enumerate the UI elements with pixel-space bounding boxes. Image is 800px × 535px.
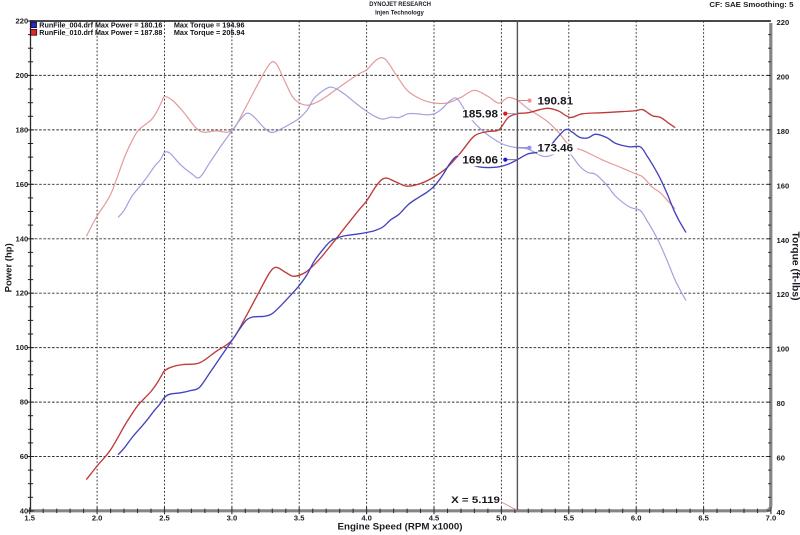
svg-text:40: 40 — [777, 508, 785, 517]
svg-text:100: 100 — [777, 345, 790, 354]
svg-text:Injen Technology: Injen Technology — [375, 10, 424, 17]
svg-text:220: 220 — [777, 18, 790, 27]
svg-text:40: 40 — [20, 506, 28, 515]
svg-text:3.0: 3.0 — [227, 513, 238, 522]
svg-text:120: 120 — [777, 290, 790, 299]
svg-text:1.5: 1.5 — [24, 513, 35, 522]
svg-text:169.06: 169.06 — [462, 155, 498, 167]
svg-text:2.5: 2.5 — [159, 513, 170, 522]
svg-text:60: 60 — [20, 452, 28, 461]
svg-text:Max Torque = 194.96: Max Torque = 194.96 — [174, 22, 245, 29]
svg-text:2.0: 2.0 — [92, 513, 103, 522]
svg-text:140: 140 — [777, 236, 790, 245]
svg-text:60: 60 — [777, 454, 785, 463]
svg-text:4.0: 4.0 — [361, 513, 372, 522]
svg-text:X = 5.119: X = 5.119 — [451, 495, 500, 506]
svg-text:CF: SAE Smoothing: 5: CF: SAE Smoothing: 5 — [709, 0, 794, 9]
svg-text:80: 80 — [777, 399, 785, 408]
svg-text:RunFile_004.drf Max Power = 18: RunFile_004.drf Max Power = 180.16 — [39, 22, 162, 29]
svg-text:5.5: 5.5 — [564, 513, 575, 522]
svg-text:200: 200 — [16, 71, 29, 80]
svg-text:80: 80 — [20, 398, 28, 407]
svg-text:Max Torque = 205.94: Max Torque = 205.94 — [174, 30, 245, 37]
svg-text:4.5: 4.5 — [429, 513, 440, 522]
svg-text:120: 120 — [16, 289, 29, 298]
svg-text:180: 180 — [777, 127, 790, 136]
svg-text:3.5: 3.5 — [294, 513, 305, 522]
svg-text:185.98: 185.98 — [462, 109, 498, 121]
svg-text:160: 160 — [777, 181, 790, 190]
svg-text:190.81: 190.81 — [538, 96, 574, 108]
svg-text:220: 220 — [16, 17, 29, 26]
svg-text:6.5: 6.5 — [698, 513, 709, 522]
svg-text:Torque (ft-lbs): Torque (ft-lbs) — [790, 231, 800, 300]
svg-text:173.46: 173.46 — [538, 143, 574, 155]
svg-text:RunFile_010.drf Max Power = 18: RunFile_010.drf Max Power = 187.88 — [39, 30, 162, 37]
svg-text:100: 100 — [16, 343, 29, 352]
svg-text:140: 140 — [16, 234, 29, 243]
svg-text:7.0: 7.0 — [766, 513, 777, 522]
svg-text:DYNOJET RESEARCH: DYNOJET RESEARCH — [369, 1, 431, 8]
svg-text:160: 160 — [16, 180, 29, 189]
svg-text:5.0: 5.0 — [496, 513, 507, 522]
svg-text:Engine Speed (RPM x1000): Engine Speed (RPM x1000) — [338, 521, 463, 532]
svg-text:6.0: 6.0 — [631, 513, 642, 522]
svg-text:180: 180 — [16, 125, 29, 134]
svg-text:200: 200 — [777, 72, 790, 81]
svg-text:Power (hp): Power (hp) — [4, 243, 15, 292]
